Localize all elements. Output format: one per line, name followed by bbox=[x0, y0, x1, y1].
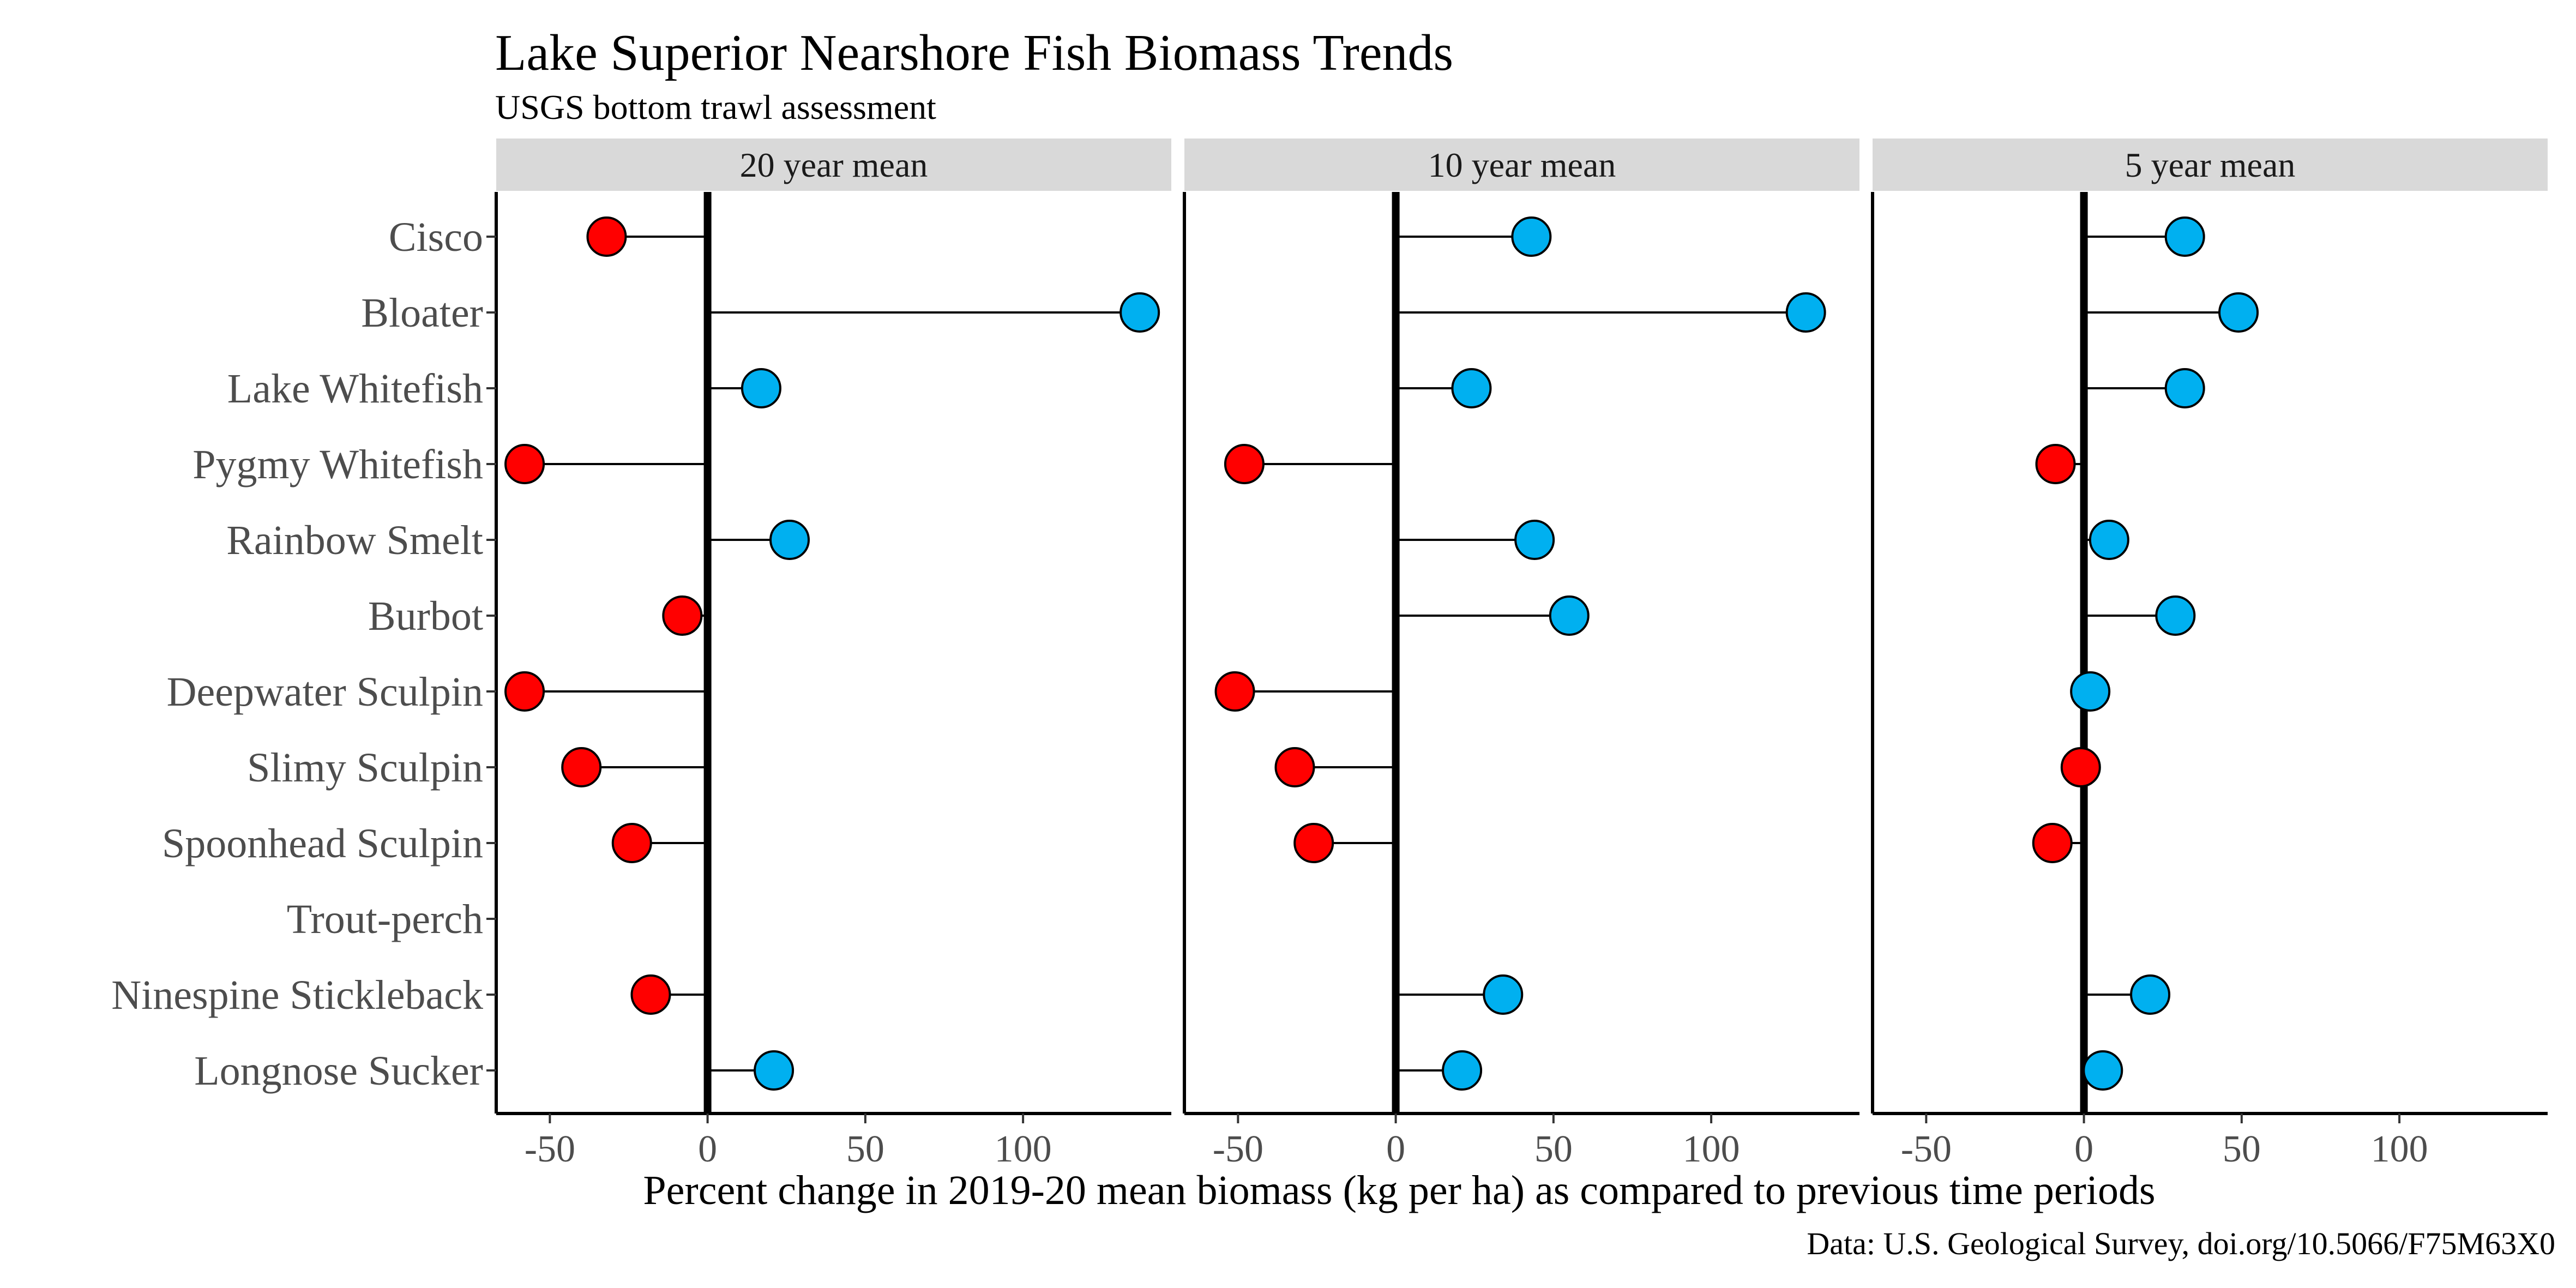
point-cisco bbox=[2164, 216, 2205, 257]
category-label: Lake Whitefish bbox=[227, 366, 483, 412]
point-bloater bbox=[1120, 292, 1160, 333]
point-cisco bbox=[586, 216, 627, 257]
facet-strip bbox=[496, 139, 1171, 191]
point-pygmy-whitefish bbox=[504, 444, 545, 484]
facet-strip bbox=[1873, 139, 2548, 191]
point-pygmy-whitefish bbox=[2035, 444, 2076, 484]
category-label: Ninespine Stickleback bbox=[111, 972, 483, 1018]
chart-title: Lake Superior Nearshore Fish Biomass Tre… bbox=[495, 25, 1453, 81]
point-rainbow-smelt bbox=[2089, 520, 2129, 560]
chart-caption: Data: U.S. Geological Survey, doi.org/10… bbox=[1807, 1226, 2555, 1261]
facet-strip-label: 20 year mean bbox=[740, 146, 928, 184]
category-label: Pygmy Whitefish bbox=[192, 442, 483, 487]
point-rainbow-smelt bbox=[769, 520, 810, 560]
point-deepwater-sculpin bbox=[1214, 671, 1255, 712]
point-lake-whitefish bbox=[741, 368, 781, 408]
facet-strip-label: 5 year mean bbox=[2125, 146, 2296, 184]
point-deepwater-sculpin bbox=[2070, 671, 2111, 712]
category-label: Burbot bbox=[368, 593, 483, 639]
facet-strip bbox=[1184, 139, 1859, 191]
point-spoonhead-sculpin bbox=[2032, 823, 2073, 863]
x-tick-label: 100 bbox=[1683, 1128, 1740, 1170]
point-lake-whitefish bbox=[1451, 368, 1492, 408]
point-spoonhead-sculpin bbox=[611, 823, 652, 863]
x-tick-label: 50 bbox=[2223, 1128, 2261, 1170]
point-ninespine-stickleback bbox=[630, 974, 671, 1015]
point-ninespine-stickleback bbox=[2130, 974, 2171, 1015]
category-label: Rainbow Smelt bbox=[226, 517, 483, 563]
x-tick-label: 0 bbox=[1386, 1128, 1405, 1170]
category-label: Bloater bbox=[361, 290, 483, 336]
point-burbot bbox=[662, 595, 703, 636]
point-slimy-sculpin bbox=[2060, 747, 2101, 787]
x-tick-label: -50 bbox=[525, 1128, 575, 1170]
x-tick-label: 0 bbox=[698, 1128, 717, 1170]
x-tick-label: 0 bbox=[2074, 1128, 2093, 1170]
point-lake-whitefish bbox=[2164, 368, 2205, 408]
category-label: Spoonhead Sculpin bbox=[162, 821, 483, 866]
facet-strip-label: 10 year mean bbox=[1428, 146, 1616, 184]
point-slimy-sculpin bbox=[561, 747, 602, 787]
category-labels: Cisco Bloater Lake Whitefish Pygmy Whitefis… bbox=[111, 214, 496, 1094]
x-tick-label: 50 bbox=[846, 1128, 884, 1170]
point-slimy-sculpin bbox=[1274, 747, 1315, 787]
category-label: Trout-perch bbox=[287, 896, 483, 942]
point-bloater bbox=[1785, 292, 1826, 333]
point-burbot bbox=[2155, 595, 2196, 636]
point-longnose-sucker bbox=[2083, 1050, 2123, 1091]
panel-10-year-mean: 10 year mean -50 0 50 100 bbox=[1183, 139, 1859, 1170]
category-label: Longnose Sucker bbox=[194, 1048, 483, 1094]
category-label: Slimy Sculpin bbox=[247, 745, 483, 791]
point-spoonhead-sculpin bbox=[1293, 823, 1334, 863]
x-tick-label: -50 bbox=[1901, 1128, 1952, 1170]
point-cisco bbox=[1511, 216, 1552, 257]
point-burbot bbox=[1549, 595, 1590, 636]
x-tick-label: 100 bbox=[995, 1128, 1052, 1170]
x-tick-label: -50 bbox=[1213, 1128, 1263, 1170]
point-bloater bbox=[2218, 292, 2259, 333]
category-label: Cisco bbox=[389, 214, 483, 260]
point-rainbow-smelt bbox=[1514, 520, 1555, 560]
point-pygmy-whitefish bbox=[1224, 444, 1265, 484]
panel-20-year-mean: 20 year mean -50 0 50 100 bbox=[495, 139, 1171, 1170]
point-longnose-sucker bbox=[754, 1050, 795, 1091]
chart-subtitle: USGS bottom trawl assessment bbox=[495, 88, 936, 127]
point-ninespine-stickleback bbox=[1483, 974, 1524, 1015]
x-axis-title: Percent change in 2019-20 mean biomass (… bbox=[643, 1167, 2155, 1213]
panel-5-year-mean: 5 year mean -50 0 50 100 bbox=[1871, 139, 2548, 1170]
category-label: Deepwater Sculpin bbox=[167, 669, 483, 715]
x-tick-label: 50 bbox=[1534, 1128, 1573, 1170]
point-longnose-sucker bbox=[1442, 1050, 1483, 1091]
point-deepwater-sculpin bbox=[504, 671, 545, 712]
x-tick-label: 100 bbox=[2371, 1128, 2428, 1170]
